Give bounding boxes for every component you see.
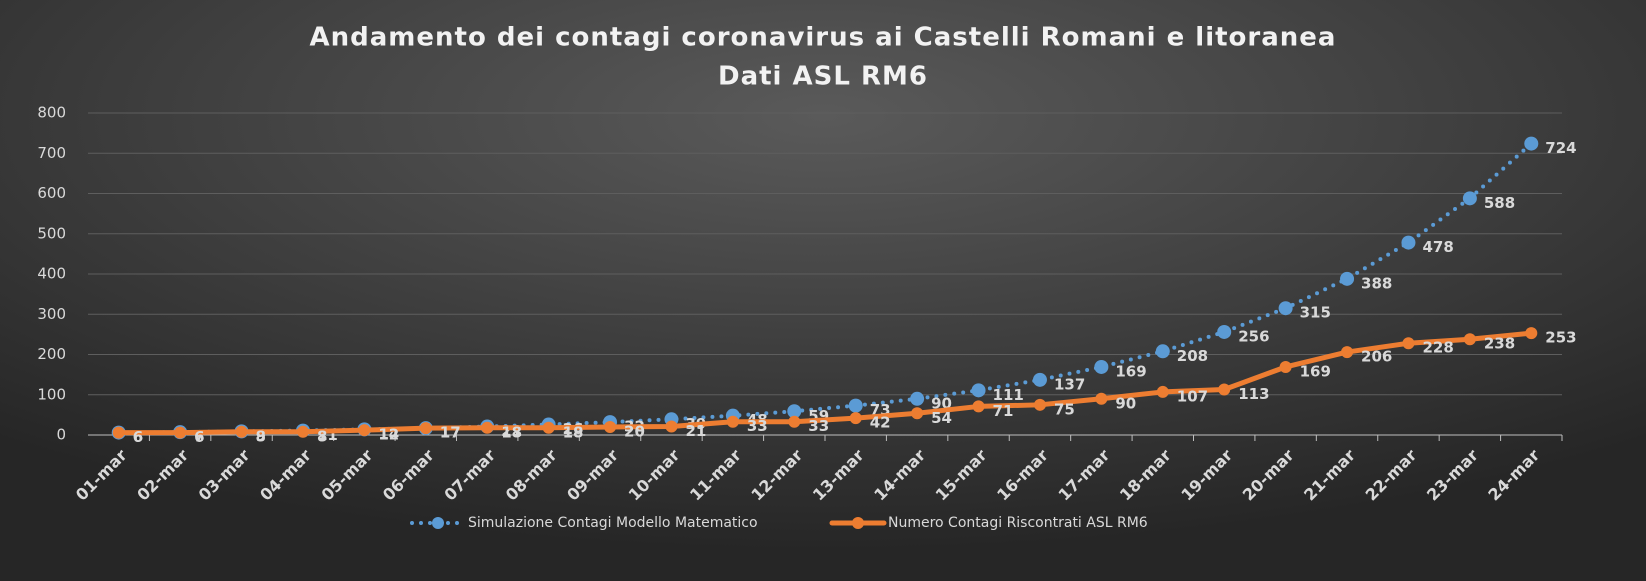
- data-point: [1463, 333, 1476, 346]
- chart-subtitle: Dati ASL RM6: [718, 62, 928, 92]
- data-point: [1155, 344, 1170, 359]
- data-point: [972, 400, 985, 413]
- data-point: [358, 424, 371, 437]
- data-point: [1402, 337, 1415, 350]
- data-point: [848, 398, 863, 413]
- data-point: [1524, 136, 1539, 151]
- data-label: 315: [1300, 304, 1331, 322]
- data-label: 9: [256, 427, 266, 445]
- data-point: [1217, 324, 1232, 339]
- data-point: [112, 426, 125, 439]
- chart-title: Andamento dei contagi coronavirus ai Cas…: [310, 23, 1337, 53]
- data-label: 7: [194, 428, 204, 446]
- data-point: [788, 415, 801, 428]
- data-label: 20: [624, 422, 645, 440]
- data-point: [971, 383, 986, 398]
- data-point: [604, 420, 617, 433]
- data-point: [787, 404, 802, 419]
- data-point: [1218, 383, 1231, 396]
- data-point: [1094, 359, 1109, 374]
- data-point: [1095, 392, 1108, 405]
- data-label: 42: [870, 414, 891, 432]
- data-point: [910, 391, 925, 406]
- legend-label: Simulazione Contagi Modello Matematico: [468, 515, 758, 531]
- y-tick-label: 700: [37, 144, 66, 162]
- data-label: 388: [1361, 274, 1392, 292]
- data-label: 724: [1545, 139, 1576, 157]
- series-line: [116, 330, 1534, 436]
- data-point: [1033, 398, 1046, 411]
- data-point: [174, 426, 187, 439]
- data-label: 137: [1054, 375, 1085, 393]
- data-label: 588: [1484, 194, 1515, 212]
- y-tick-label: 300: [37, 305, 66, 323]
- data-point: [1278, 301, 1293, 316]
- data-label: 206: [1361, 348, 1392, 366]
- data-label: 228: [1422, 339, 1453, 357]
- data-label: 113: [1238, 385, 1269, 403]
- data-label: 75: [1054, 400, 1075, 418]
- data-point: [665, 420, 678, 433]
- y-tick-label: 100: [37, 385, 66, 403]
- data-point: [1156, 385, 1169, 398]
- data-label: 8: [256, 427, 266, 445]
- data-label: 17: [440, 424, 461, 442]
- data-point: [1401, 235, 1416, 250]
- data-label: 12: [378, 426, 399, 444]
- data-label: 6: [133, 428, 143, 446]
- legend-label: Numero Contagi Riscontrati ASL RM6: [888, 515, 1148, 531]
- data-point: [542, 421, 555, 434]
- data-label: 90: [1115, 394, 1136, 412]
- data-point: [419, 422, 432, 435]
- data-label: 6: [133, 428, 143, 446]
- data-point: [1279, 360, 1292, 373]
- data-point: [296, 425, 309, 438]
- data-point: [1032, 372, 1047, 387]
- data-point: [235, 425, 248, 438]
- data-label: 256: [1238, 327, 1269, 345]
- data-label: 478: [1422, 238, 1453, 256]
- data-label: 33: [808, 417, 829, 435]
- data-label: 54: [931, 409, 952, 427]
- data-point: [1462, 191, 1477, 206]
- y-tick-label: 0: [56, 426, 66, 444]
- data-label: 107: [1177, 387, 1208, 405]
- data-label: 6: [194, 428, 204, 446]
- data-point: [849, 412, 862, 425]
- data-label: 111: [993, 386, 1024, 404]
- data-point: [1341, 346, 1354, 359]
- y-tick-label: 800: [37, 104, 66, 122]
- data-label: 33: [747, 417, 768, 435]
- data-label: 253: [1545, 329, 1576, 347]
- data-label: 208: [1177, 347, 1208, 365]
- data-label: 71: [993, 402, 1014, 420]
- data-label: 8: [317, 427, 327, 445]
- data-label: 238: [1484, 335, 1515, 353]
- y-tick-label: 600: [37, 184, 66, 202]
- y-tick-label: 500: [37, 224, 66, 242]
- data-label: 21: [685, 422, 706, 440]
- data-label: 169: [1300, 362, 1331, 380]
- data-label: 169: [1115, 362, 1146, 380]
- data-point: [726, 415, 739, 428]
- data-point: [481, 421, 494, 434]
- legend-marker: [852, 517, 864, 529]
- data-point: [1525, 327, 1538, 340]
- y-tick-label: 200: [37, 345, 66, 363]
- legend-marker: [432, 517, 444, 529]
- y-tick-label: 400: [37, 265, 66, 283]
- data-point: [911, 407, 924, 420]
- data-label: 18: [563, 423, 584, 441]
- data-label: 18: [501, 423, 522, 441]
- data-point: [1340, 271, 1355, 286]
